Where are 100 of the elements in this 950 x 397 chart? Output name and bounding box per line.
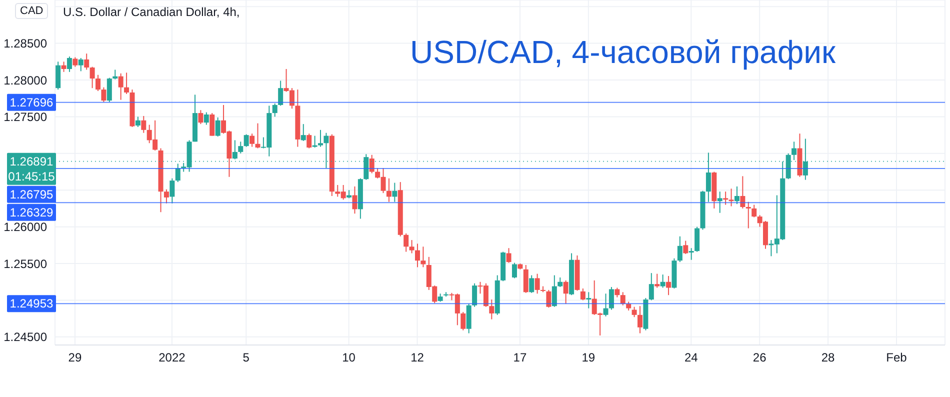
chart-subtitle: U.S. Dollar / Canadian Dollar, 4h, (63, 5, 240, 19)
y-axis-title: CAD (15, 3, 48, 19)
candlestick (614, 287, 620, 298)
candlestick (164, 188, 169, 204)
candlestick (386, 178, 392, 202)
candlestick (170, 178, 175, 204)
candlestick (244, 134, 249, 148)
candlestick (717, 191, 722, 214)
candlestick (141, 115, 146, 134)
ref-line-label: 1.26891 01:45:15 (8, 154, 56, 184)
y-tick-label: 1.28500 (4, 36, 48, 51)
candlestick (198, 110, 204, 125)
x-tick-label: 2022 (158, 350, 186, 365)
candlestick (677, 236, 682, 263)
candlestick (124, 72, 130, 94)
candlestick (734, 186, 740, 205)
candlestick (534, 273, 540, 294)
y-tick-label: 1.28000 (4, 73, 48, 88)
candlestick (558, 276, 563, 288)
candlestick (101, 86, 106, 103)
x-tick-label: Feb (886, 350, 908, 365)
candlestick (392, 182, 398, 202)
candlestick (552, 274, 557, 308)
x-tick-label: 10 (342, 350, 356, 365)
candlestick (369, 154, 374, 174)
ref-line-label: 1.24953 (10, 296, 54, 311)
candlestick (118, 72, 124, 100)
candlestick (529, 274, 534, 294)
x-tick-label: 5 (242, 350, 250, 365)
text: USD/CAD, 4-часовой график (410, 34, 836, 71)
x-tick-label: 19 (582, 350, 596, 365)
candlestick (683, 240, 688, 254)
y-tick-label: 1.27500 (4, 110, 48, 124)
candlestick (466, 303, 472, 334)
candlestick (792, 141, 797, 161)
ref-line-label: 1.27696 (10, 95, 54, 110)
candlestick (580, 288, 586, 301)
x-tick-label: 17 (513, 350, 527, 365)
x-tick-label: 28 (821, 350, 836, 365)
candlestick (563, 280, 568, 304)
x-tick-label: 26 (752, 350, 767, 365)
candlestick (506, 248, 512, 264)
candlestick (694, 226, 700, 252)
candlestick (420, 246, 426, 268)
y-tick-label: 1.25500 (4, 256, 48, 271)
candlestick (306, 133, 312, 149)
candlestick (666, 276, 672, 296)
candlestick (255, 122, 260, 149)
y-tick-label: 1.26000 (4, 220, 48, 234)
candlestick (318, 129, 324, 148)
candlestick (56, 61, 61, 90)
candlestick (96, 74, 101, 92)
candlestick (586, 292, 592, 309)
candlestick (660, 274, 666, 288)
x-tick-label: 12 (410, 350, 424, 365)
candlestick (238, 141, 244, 154)
candlestick (688, 248, 694, 260)
candlestick (90, 66, 95, 89)
y-tick-label: 1.24500 (4, 330, 48, 344)
candlestick (409, 240, 414, 254)
candlestick (654, 273, 660, 288)
candlestick (608, 286, 614, 310)
candlestick (78, 57, 84, 72)
candlestick (472, 282, 478, 308)
candlestick (632, 306, 637, 318)
candlestick (250, 133, 255, 148)
candlestick (404, 232, 409, 252)
candlestick (84, 53, 90, 70)
candlestick (300, 124, 306, 142)
candlestick (620, 292, 626, 306)
candlestick (752, 204, 757, 218)
ref-line-label: 1.26795 (10, 187, 54, 202)
ref-line-label: 1.26329 (10, 205, 54, 220)
candlestick (215, 116, 220, 138)
candlestick (637, 306, 642, 334)
x-tick-label: 24 (684, 350, 698, 365)
candlestick (546, 289, 552, 308)
candlestick (723, 191, 728, 206)
candlestick (728, 188, 734, 207)
candlestick (272, 103, 278, 118)
candlestick (66, 56, 72, 72)
candlestick (210, 112, 215, 136)
candlestick (61, 61, 66, 72)
candlestick (175, 163, 180, 183)
candlestick (603, 293, 608, 317)
candlestick (112, 69, 118, 80)
candlestick (106, 77, 112, 103)
candlestick (740, 176, 746, 209)
x-tick-label: 29 (68, 350, 82, 365)
candlestick (312, 135, 318, 148)
candlestick (512, 262, 517, 279)
candlestick (72, 56, 78, 68)
candlestick (746, 201, 751, 229)
candlestick (352, 186, 358, 214)
candlestick (135, 116, 140, 128)
candlestick (523, 264, 528, 294)
candlestick (278, 80, 284, 106)
candlestick (204, 112, 209, 126)
candlestick (414, 243, 420, 268)
candlestick (489, 298, 494, 320)
